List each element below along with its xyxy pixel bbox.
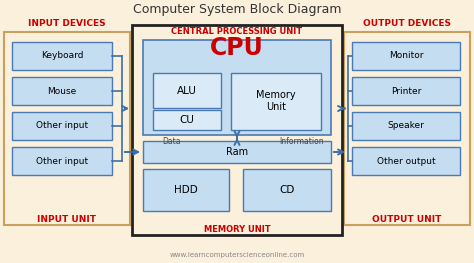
Text: Other input: Other input	[36, 122, 88, 130]
Bar	[12, 147, 112, 175]
Text: CPU: CPU	[210, 36, 264, 60]
Bar	[352, 42, 460, 70]
Text: HDD: HDD	[174, 185, 198, 195]
Bar	[12, 42, 112, 70]
Text: OUTPUT DEVICES: OUTPUT DEVICES	[363, 19, 451, 28]
Bar	[153, 110, 221, 130]
Text: INPUT UNIT: INPUT UNIT	[37, 215, 97, 224]
Text: INPUT DEVICES: INPUT DEVICES	[28, 19, 106, 28]
Text: Monitor: Monitor	[389, 52, 423, 60]
Bar	[132, 25, 342, 235]
Text: OUTPUT UNIT: OUTPUT UNIT	[372, 215, 442, 224]
Text: CU: CU	[180, 115, 194, 125]
Bar	[243, 169, 331, 211]
Text: CD: CD	[279, 185, 295, 195]
Text: Computer System Block Diagram: Computer System Block Diagram	[133, 3, 341, 16]
Bar	[352, 112, 460, 140]
Text: MEMORY UNIT: MEMORY UNIT	[204, 225, 270, 235]
Text: Data: Data	[163, 138, 181, 146]
Bar	[4, 32, 130, 225]
Text: CENTRAL PROCESSING UNIT: CENTRAL PROCESSING UNIT	[172, 27, 302, 36]
Text: Memory
Unit: Memory Unit	[256, 90, 296, 112]
Bar	[143, 141, 331, 163]
Bar	[352, 147, 460, 175]
Text: Other output: Other output	[377, 156, 435, 165]
Text: Printer: Printer	[391, 87, 421, 95]
Bar	[231, 73, 321, 130]
Text: ALU: ALU	[177, 86, 197, 96]
Text: Other input: Other input	[36, 156, 88, 165]
Bar	[143, 40, 331, 135]
Text: www.learncomputerscienceonline.com: www.learncomputerscienceonline.com	[169, 252, 305, 258]
Bar	[12, 77, 112, 105]
Bar	[153, 73, 221, 108]
Text: Mouse: Mouse	[47, 87, 77, 95]
Bar	[143, 169, 229, 211]
Text: Speaker: Speaker	[388, 122, 424, 130]
Text: Information: Information	[280, 138, 324, 146]
Text: Ram: Ram	[226, 147, 248, 157]
Bar	[352, 77, 460, 105]
Bar	[344, 32, 470, 225]
Text: Keyboard: Keyboard	[41, 52, 83, 60]
Bar	[12, 112, 112, 140]
